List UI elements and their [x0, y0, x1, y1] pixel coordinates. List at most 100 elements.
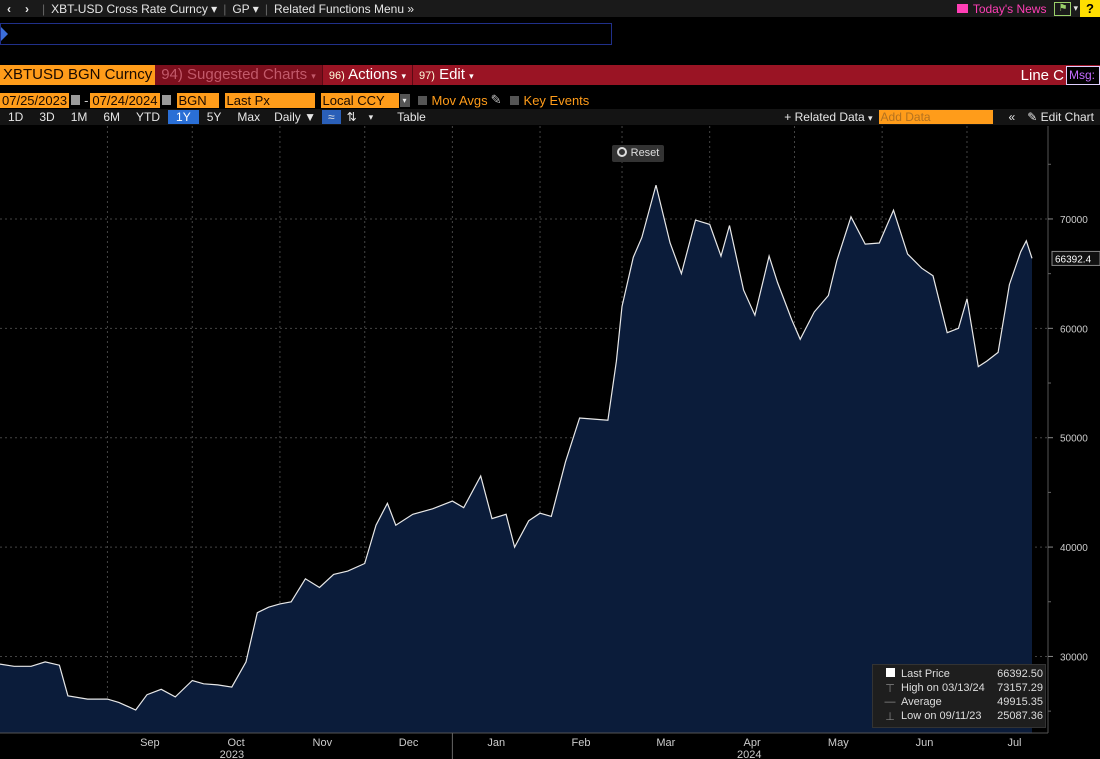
- x-tick-label: Oct: [228, 737, 245, 749]
- field-selector[interactable]: Last Px: [224, 92, 315, 108]
- pencil-icon: ✎: [1027, 110, 1038, 124]
- edit-chart-button[interactable]: ✎ Edit Chart: [1021, 110, 1100, 124]
- related-functions-label: Related Functions Menu: [273, 1, 405, 16]
- mov-avgs-checkbox[interactable]: [417, 95, 427, 105]
- edit-number: 97): [418, 70, 435, 82]
- x-tick-label: Mar: [656, 737, 675, 749]
- chevron-right-icon[interactable]: ›: [25, 1, 29, 16]
- table-button[interactable]: Table: [397, 110, 426, 124]
- frequency-dropdown[interactable]: Daily ▼: [268, 110, 322, 124]
- end-date-field[interactable]: 07/24/2024: [90, 92, 160, 108]
- edit-label: Edit: [439, 66, 465, 83]
- legend-average-value: 49915.35: [997, 696, 1043, 708]
- edit-button[interactable]: 97) Edit ▾: [411, 65, 480, 85]
- mov-avgs-label: Mov Avgs: [431, 92, 488, 108]
- price-chart[interactable]: 30000 40000 50000 60000 70000 Sep Oct Nov Dec Ja…: [0, 126, 1100, 759]
- caret-down-icon: ▾: [252, 1, 259, 16]
- function-bar: XBTUSD BGN Curncy 94) Suggested Charts ▾…: [0, 65, 1100, 85]
- actions-button[interactable]: 96) Actions ▾: [321, 65, 412, 85]
- pencil-icon[interactable]: ✎: [490, 92, 502, 107]
- edit-chart-label: Edit Chart: [1040, 110, 1094, 124]
- currency-field[interactable]: Local CCY: [320, 92, 399, 108]
- high-marker-icon: ⊤: [885, 683, 895, 695]
- x-tick-label: Nov: [313, 737, 333, 749]
- x-tick-label: Dec: [399, 737, 419, 749]
- ticker-field[interactable]: XBTUSD BGN Curncy: [0, 65, 156, 85]
- envelope-icon: [956, 4, 968, 13]
- y-tick-label: 40000: [1060, 543, 1088, 554]
- message-input[interactable]: Msg:: [1066, 65, 1100, 85]
- price-line: [0, 184, 1033, 711]
- line-chart-icon[interactable]: ≈: [321, 110, 341, 124]
- help-button[interactable]: ?: [1080, 0, 1100, 17]
- reset-icon: [616, 147, 627, 157]
- range-1y[interactable]: 1Y: [168, 110, 199, 124]
- x-tick-label: Jun: [916, 737, 934, 749]
- add-data-input[interactable]: Add Data: [878, 110, 993, 124]
- source-field[interactable]: BGN: [176, 92, 219, 108]
- y-axis-ticks: 30000 40000 50000 60000 70000: [1048, 163, 1088, 712]
- legend-row-low: ⊥ Low on 09/11/23 25087.36: [879, 710, 1043, 724]
- related-data-button[interactable]: + Related Data ▾: [778, 110, 878, 124]
- candle-chart-icon[interactable]: ⇅: [346, 110, 357, 124]
- range-1m[interactable]: 1M: [70, 110, 88, 124]
- plus-icon: +: [784, 110, 792, 124]
- security-title-menu[interactable]: XBT-USD Cross Rate Curncy ▾: [51, 2, 217, 16]
- range-6m[interactable]: 6M: [103, 110, 121, 124]
- divider: |: [264, 1, 268, 16]
- reset-button[interactable]: Reset: [612, 145, 664, 162]
- caret-down-icon: ▼: [304, 110, 316, 124]
- range-3d[interactable]: 3D: [39, 110, 55, 124]
- range-5y[interactable]: 5Y: [206, 110, 222, 124]
- y-tick-label: 30000: [1060, 652, 1088, 663]
- reset-label: Reset: [630, 147, 660, 159]
- chevron-left-icon[interactable]: ‹: [7, 1, 11, 16]
- key-events-checkbox[interactable]: [509, 95, 519, 105]
- todays-news-link[interactable]: Today's News: [956, 1, 1047, 16]
- x-tick-label: May: [828, 737, 849, 749]
- x-year-label: 2024: [737, 749, 761, 759]
- x-axis-ticks: Sep Oct Nov Dec Jan Feb Mar Apr May Jun Jul 2023 202…: [140, 733, 1022, 759]
- y-tick-label: 50000: [1060, 434, 1088, 445]
- security-title: XBT-USD Cross Rate Curncy: [51, 1, 208, 16]
- calendar-icon[interactable]: [161, 95, 171, 105]
- actions-number: 96): [328, 70, 345, 82]
- x-tick-label: Jan: [487, 737, 505, 749]
- range-max[interactable]: Max: [237, 110, 261, 124]
- actions-label: Actions: [348, 66, 398, 83]
- suggested-charts-label: 94) Suggested Charts: [161, 66, 308, 83]
- caret-down-icon[interactable]: ▾: [1073, 3, 1078, 13]
- function-code-menu[interactable]: GP ▾: [232, 2, 259, 16]
- legend-row-average: — Average 49915.35: [879, 696, 1044, 710]
- x-year-label: 2023: [220, 749, 244, 759]
- related-functions-menu[interactable]: Related Functions Menu »: [274, 2, 414, 16]
- parameter-row: 07/25/2023 - 07/24/2024 BGN Last Px Loca…: [0, 92, 589, 108]
- legend-low-label: Low on 09/11/23: [901, 710, 982, 722]
- calendar-icon[interactable]: [71, 95, 81, 105]
- caret-down-icon[interactable]: ▾: [368, 111, 374, 122]
- caret-down-icon: ▾: [401, 71, 406, 81]
- flag-icon[interactable]: ⚑: [1054, 1, 1072, 16]
- range-1d[interactable]: 1D: [8, 110, 24, 124]
- double-chevron-down-icon: »: [407, 1, 415, 16]
- price-area-fill: [0, 185, 1032, 734]
- legend-low-value: 25087.36: [997, 710, 1043, 722]
- legend-row-last: Last Price 66392.50: [879, 668, 1043, 682]
- legend-marker: [879, 668, 901, 682]
- caret-down-icon[interactable]: ▾: [399, 93, 410, 107]
- caret-down-icon: ▾: [868, 113, 873, 123]
- chart-type-label: Line C: [1020, 66, 1064, 84]
- last-price-tag: 66392.4: [1051, 250, 1100, 266]
- command-line-input[interactable]: [0, 23, 612, 45]
- legend-row-high: ⊤ High on 03/13/24 73157.29: [879, 682, 1043, 696]
- caret-down-icon: ▾: [469, 71, 474, 81]
- low-marker-icon: ⊥: [885, 711, 895, 723]
- caret-down-icon: ▾: [311, 71, 316, 81]
- todays-news-label: Today's News: [972, 1, 1047, 16]
- collapse-icon[interactable]: «: [1008, 110, 1016, 124]
- start-date-field[interactable]: 07/25/2023: [0, 92, 70, 108]
- x-tick-label: Jul: [1007, 737, 1021, 749]
- suggested-charts-button[interactable]: 94) Suggested Charts ▾: [155, 65, 322, 85]
- range-ytd[interactable]: YTD: [136, 110, 161, 124]
- x-tick-label: Apr: [744, 737, 761, 749]
